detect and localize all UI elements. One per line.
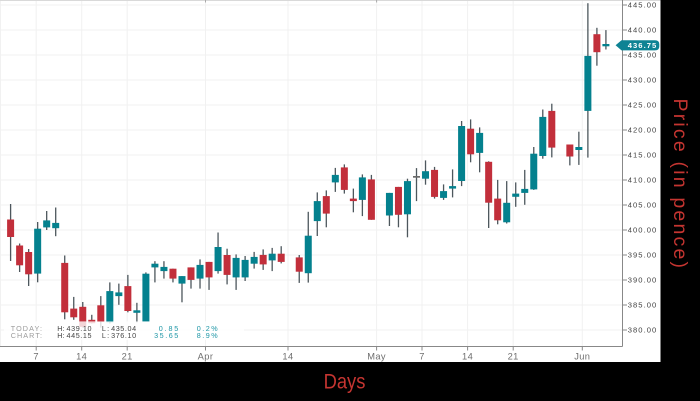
svg-text:14: 14: [462, 352, 473, 362]
svg-text:0.85: 0.85: [159, 324, 179, 333]
svg-text:410.00: 410.00: [628, 176, 656, 185]
svg-text:400.00: 400.00: [628, 226, 656, 235]
svg-text:415.00: 415.00: [628, 151, 656, 160]
svg-text:21: 21: [122, 352, 133, 362]
svg-text:H:: H:: [57, 331, 64, 340]
svg-text:14: 14: [282, 352, 293, 362]
svg-text:380.00: 380.00: [628, 326, 656, 335]
svg-text:420.00: 420.00: [628, 126, 656, 135]
svg-text:390.00: 390.00: [628, 276, 656, 285]
svg-text:TODAY:: TODAY:: [11, 324, 42, 333]
svg-text:7: 7: [33, 352, 39, 362]
svg-text:445.00: 445.00: [628, 1, 656, 10]
svg-text:376.10: 376.10: [111, 331, 136, 340]
svg-text:21: 21: [508, 352, 519, 362]
svg-text:405.00: 405.00: [628, 201, 656, 210]
svg-text:8.9%: 8.9%: [197, 331, 218, 340]
svg-text:L:: L:: [102, 324, 109, 333]
svg-text:7: 7: [419, 352, 425, 362]
svg-text:H:: H:: [57, 324, 64, 333]
svg-text:Price (in pence): Price (in pence): [669, 99, 691, 269]
svg-text:395.00: 395.00: [628, 251, 656, 260]
svg-text:385.00: 385.00: [628, 301, 656, 310]
svg-text:425.00: 425.00: [628, 101, 656, 110]
svg-text:14: 14: [76, 352, 87, 362]
svg-text:CHART:: CHART:: [11, 331, 42, 340]
svg-text:L:: L:: [102, 331, 109, 340]
svg-text:May: May: [367, 352, 386, 362]
svg-text:435.00: 435.00: [628, 51, 656, 60]
svg-text:Jun: Jun: [574, 352, 590, 362]
svg-text:0.2%: 0.2%: [197, 324, 218, 333]
svg-text:Apr: Apr: [198, 352, 214, 362]
svg-text:440.00: 440.00: [628, 26, 656, 35]
svg-text:Days: Days: [324, 370, 366, 394]
svg-text:436.75: 436.75: [628, 41, 657, 50]
svg-text:35.65: 35.65: [154, 331, 178, 340]
svg-text:445.15: 445.15: [67, 331, 92, 340]
svg-text:430.00: 430.00: [628, 76, 656, 85]
svg-text:435.04: 435.04: [111, 324, 136, 333]
svg-text:439.10: 439.10: [67, 324, 92, 333]
